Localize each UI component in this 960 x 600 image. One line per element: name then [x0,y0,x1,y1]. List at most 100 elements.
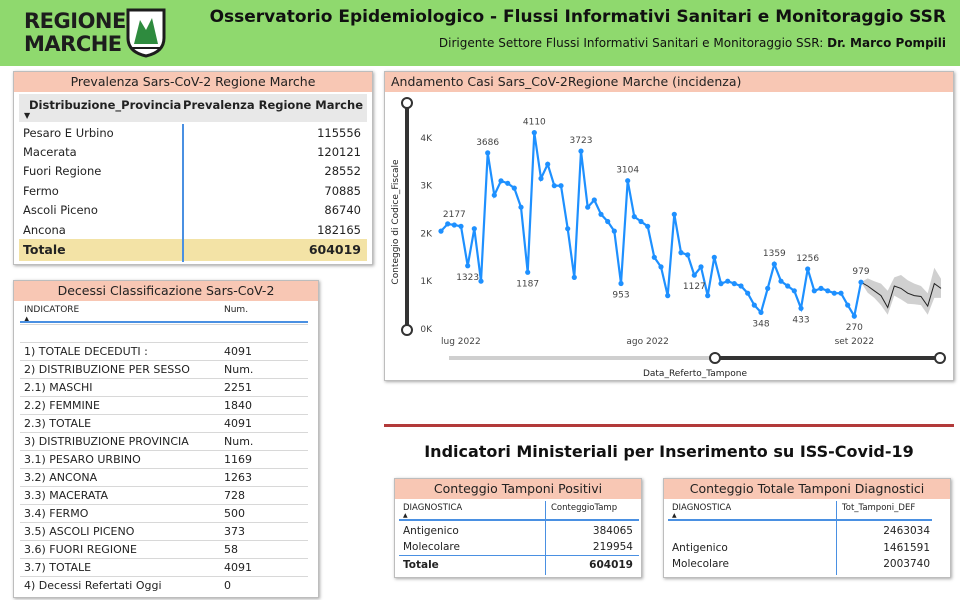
data-point[interactable] [811,288,817,294]
data-point[interactable] [565,226,571,232]
data-point[interactable] [798,305,804,311]
table-row[interactable]: Fermo 70885 [19,182,367,201]
data-point[interactable] [578,148,584,154]
data-point[interactable] [825,288,831,294]
data-point[interactable] [638,218,644,225]
prevalenza-col-provincia[interactable]: Distribuzione_Provincia [29,98,182,112]
data-point[interactable] [445,221,451,227]
table-row[interactable]: Antigenico 1461591 [668,540,936,557]
sort-caret-icon[interactable]: ▲ [403,512,408,519]
data-point[interactable] [671,211,677,217]
data-point[interactable] [458,223,464,229]
col-conteggio[interactable]: ConteggioTamp [551,503,618,513]
total-row[interactable]: Totale 604019 [19,239,367,261]
data-point[interactable] [505,180,511,186]
table-row[interactable]: 3.4) FERMO 500 [20,504,308,522]
data-point[interactable] [451,222,457,228]
table-row[interactable]: Pesaro E Urbino 115556 [19,124,367,143]
data-point[interactable] [658,264,664,270]
data-point[interactable] [545,161,551,167]
data-point[interactable] [558,183,564,189]
table-row[interactable]: Ancona 182165 [19,221,367,240]
table-row[interactable]: Macerata 120121 [19,143,367,162]
table-row[interactable]: 1) TOTALE DECEDUTI : 4091 [20,342,308,360]
table-row[interactable] [20,324,308,342]
data-point[interactable] [738,283,744,289]
data-point[interactable] [551,183,557,189]
data-point[interactable] [618,280,624,287]
data-point[interactable] [771,261,777,267]
decessi-col-num[interactable]: Num. [224,305,249,315]
table-row[interactable]: 4) Decessi Refertati Oggi 0 [20,576,308,594]
data-point[interactable] [471,226,477,232]
data-point[interactable] [438,228,444,234]
data-point[interactable] [685,252,691,258]
data-point[interactable] [858,279,864,285]
data-point[interactable] [485,150,491,156]
data-point[interactable] [665,293,671,299]
data-point[interactable] [465,263,471,269]
data-point[interactable] [711,254,717,260]
data-point[interactable] [718,281,724,287]
data-point[interactable] [731,281,737,287]
data-point[interactable] [745,290,751,296]
table-row[interactable]: 2) DISTRIBUZIONE PER SESSO Num. [20,360,308,378]
x-slider-handle-right[interactable] [934,352,946,364]
y-slider-handle-bottom[interactable] [401,324,413,336]
table-row[interactable]: Fuori Regione 28552 [19,162,367,181]
table-row[interactable]: 3.2) ANCONA 1263 [20,468,308,486]
data-point[interactable] [611,228,617,234]
data-point[interactable] [678,250,684,256]
data-point[interactable] [598,211,604,217]
data-point[interactable] [758,309,764,315]
data-point[interactable] [631,214,637,220]
sort-caret-icon[interactable]: ▲ [672,512,677,519]
table-row[interactable]: 3.3) MACERATA 728 [20,486,308,504]
data-point[interactable] [651,254,657,260]
table-row[interactable]: 3) DISTRIBUZIONE PROVINCIA Num. [20,432,308,450]
table-row[interactable]: 3.6) FUORI REGIONE 58 [20,540,308,558]
total-row[interactable]: Totale 604019 [399,557,639,574]
data-point[interactable] [491,192,497,198]
data-point[interactable] [785,283,791,289]
col-diagnostica[interactable]: DIAGNOSTICA [403,503,463,513]
data-point[interactable] [591,197,597,203]
data-point[interactable] [518,204,524,210]
y-slider-handle-top[interactable] [401,97,413,109]
table-row[interactable]: 3.5) ASCOLI PICENO 373 [20,522,308,540]
data-point[interactable] [838,290,844,296]
data-point[interactable] [765,285,771,291]
table-row[interactable]: 2.2) FEMMINE 1840 [20,396,308,414]
data-point[interactable] [725,278,731,284]
data-point[interactable] [778,278,784,284]
data-point[interactable] [538,175,544,182]
data-point[interactable] [845,302,851,308]
data-point[interactable] [525,269,531,275]
data-point[interactable] [831,290,837,296]
data-point[interactable] [498,178,504,184]
data-point[interactable] [751,302,757,308]
sort-caret-icon[interactable]: ▲ [24,315,30,323]
data-point[interactable] [705,293,711,299]
table-row[interactable]: Molecolare 219954 [399,539,639,556]
data-point[interactable] [511,185,517,191]
data-point[interactable] [478,278,484,284]
data-point[interactable] [531,130,537,136]
table-row[interactable]: Molecolare 2003740 [668,556,936,573]
table-row[interactable]: Ascoli Piceno 86740 [19,201,367,220]
table-row[interactable]: 2.1) MASCHI 2251 [20,378,308,396]
data-point[interactable] [605,218,611,225]
data-point[interactable] [585,204,591,210]
data-point[interactable] [691,272,697,278]
table-row[interactable]: 2463034 [668,523,936,540]
data-point[interactable] [851,313,857,319]
data-point[interactable] [645,223,651,229]
data-point[interactable] [805,266,811,272]
col-tot-tamponi[interactable]: Tot_Tamponi_DEF [842,503,916,513]
table-row[interactable]: 2.3) TOTALE 4091 [20,414,308,432]
data-point[interactable] [818,285,824,291]
x-slider-handle-left[interactable] [709,352,721,364]
sort-caret-icon[interactable]: ▼ [24,111,31,120]
table-row[interactable]: 3.7) TOTALE 4091 [20,558,308,576]
table-row[interactable]: 3.1) PESARO URBINO 1169 [20,450,308,468]
